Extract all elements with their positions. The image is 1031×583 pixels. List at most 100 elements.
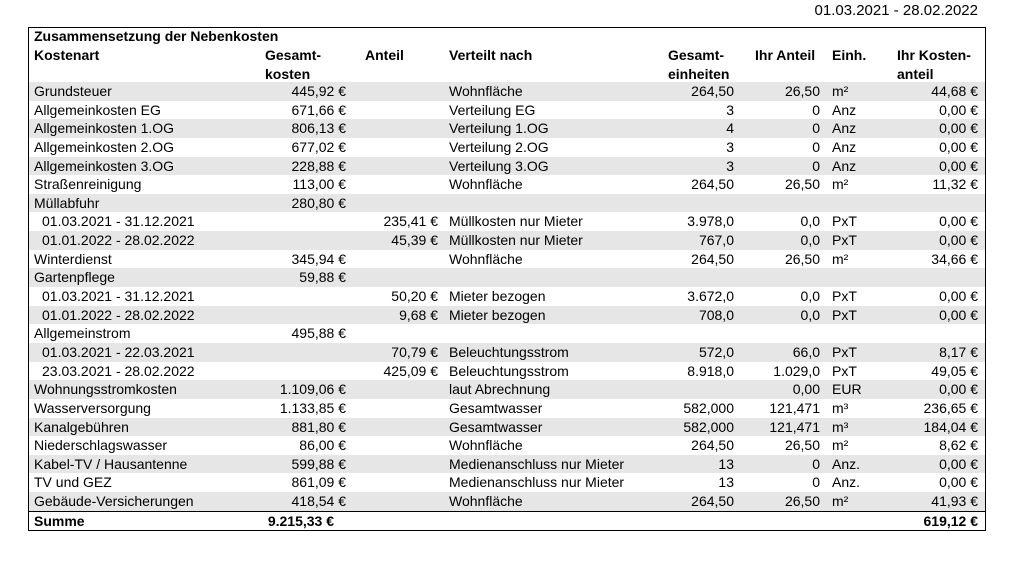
cell: 0,00 € [939,157,978,174]
cell: 264,50 [691,176,734,193]
cell: 49,05 € [931,362,978,379]
cell: 26,50 [784,83,820,99]
cell: 1.109,06 € [279,381,346,398]
row-shade [29,454,985,474]
cell: Wohnfläche [449,493,523,510]
cell: Mieter bezogen [449,288,546,305]
column-header: Kostenart [34,47,100,63]
cell: m³ [832,399,849,416]
cell: m² [832,250,849,267]
cell: 8,17 € [939,343,978,360]
cell: 66,0 [792,343,820,360]
cell: 881,80 € [291,418,347,435]
cell: Anz [832,120,857,137]
total-cell: Summe [34,512,85,529]
cell: 26,50 [784,437,820,454]
cell: 3 [726,138,734,155]
cell: 26,50 [784,250,820,267]
cell: 01.01.2022 - 28.02.2022 [42,232,195,249]
column-header: Gesamt- [668,47,725,63]
column-header: Einh. [832,47,867,63]
cell: Verteilung EG [449,101,536,118]
cell: 0 [812,120,820,137]
cell: 861,09 € [291,474,347,491]
column-header: anteil [897,65,934,82]
cell: Gesamtwasser [449,418,543,435]
cell: Gartenpflege [34,269,115,286]
cell: Anz [832,101,857,118]
cell: Wohnungsstromkosten [34,381,177,398]
cell: PxT [832,232,857,249]
cell: 572,0 [698,343,734,360]
cell: 264,50 [691,493,734,510]
row-shade [29,342,985,362]
cell: 0 [812,157,820,174]
cell: m³ [832,418,849,435]
cell: 3 [726,157,734,174]
cell: 445,92 € [291,83,347,99]
cell: 0,00 € [939,288,978,305]
cell: 582,000 [683,399,734,416]
cell: m² [832,437,849,454]
cell: 26,50 [784,176,820,193]
row-shade [29,268,985,287]
cell: Allgemeinkosten 3.OG [34,157,175,174]
cell: 01.03.2021 - 22.03.2021 [42,343,195,360]
cell: Gebäude-Versicherungen [34,493,194,510]
cell: Mieter bezogen [449,306,546,323]
cell: Verteilung 3.OG [449,157,549,174]
cell: Medienanschluss nur Mieter [449,455,625,472]
cell: 0,00 € [939,306,978,323]
cell: 9,68 € [399,306,438,323]
cell: 121,471 [769,418,820,435]
cell: Straßenreinigung [34,176,142,193]
cell: 50,20 € [391,288,438,305]
cell: 264,50 [691,250,734,267]
cell: 3 [726,101,734,118]
cell: Kabel-TV / Hausantenne [34,455,188,472]
cell: 184,04 € [923,418,979,435]
cell: Müllkosten nur Mieter [449,213,583,230]
column-header: Anteil [365,47,404,63]
cell: 0,0 [800,213,820,230]
cell: Wohnfläche [449,83,523,99]
cell: Beleuchtungsstrom [449,362,569,379]
cell: 235,41 € [383,213,439,230]
cell: 582,000 [683,418,734,435]
row-shade [29,193,985,213]
column-header: einheiten [668,65,730,82]
cell: Beleuchtungsstrom [449,343,569,360]
cell: Wohnfläche [449,250,523,267]
cell: 495,88 € [291,325,347,342]
cell: EUR [832,381,862,398]
cell: Winterdienst [34,250,112,267]
column-header: Ihr Anteil [755,47,816,63]
cell: Gesamtwasser [449,399,543,416]
row-shade [29,231,985,250]
cell: 0,00 € [939,381,978,398]
cell: Müllabfuhr [34,194,100,211]
cell: m² [832,493,849,510]
cell: 8.918,0 [687,362,734,379]
cell: Allgemeinkosten EG [34,101,161,118]
cell: PxT [832,306,857,323]
cell: 44,68 € [931,83,978,99]
cell: 708,0 [698,306,734,323]
cell: 425,09 € [383,362,439,379]
cell: 70,79 € [391,343,438,360]
cell: 264,50 [691,83,734,99]
total-cell: 619,12 € [923,512,979,529]
cell: 0,0 [800,288,820,305]
column-header: Ihr Kosten- [897,47,971,63]
cell: Wohnfläche [449,176,523,193]
table-title: Zusammensetzung der Nebenkosten [34,28,279,44]
cell: Allgemeinkosten 1.OG [34,120,175,137]
cell: Allgemeinstrom [34,325,131,342]
cell: 01.01.2022 - 28.02.2022 [42,306,195,323]
cell: Verteilung 1.OG [449,120,549,137]
cell: 806,13 € [291,120,347,137]
cell: 59,88 € [299,269,346,286]
cell: 86,00 € [299,437,346,454]
cell: 13 [718,455,734,472]
cell: Wasserversorgung [34,399,151,416]
